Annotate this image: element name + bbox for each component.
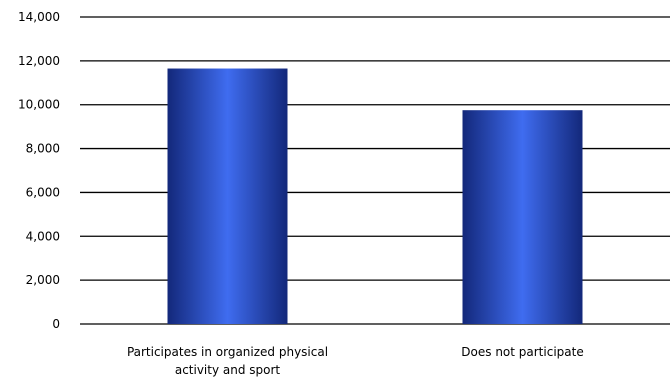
x-category-label: Does not participate <box>461 345 583 359</box>
y-tick-label: 6,000 <box>26 185 60 199</box>
y-tick-label: 10,000 <box>18 98 60 112</box>
bars <box>167 68 583 325</box>
x-category-label: Participates in organized physical activi… <box>127 345 328 377</box>
bar <box>462 110 583 324</box>
y-tick-label: 2,000 <box>26 273 60 287</box>
y-tick-label: 8,000 <box>26 142 60 156</box>
bar <box>167 68 288 325</box>
y-axis-tick-labels: 0 2,000 4,000 6,000 8,000 10,000 12,000 14,000 <box>18 10 60 331</box>
x-axis-category-labels: Participates in organized physical activi… <box>127 345 584 377</box>
y-tick-label: 12,000 <box>18 54 60 68</box>
y-tick-label: 0 <box>52 317 60 331</box>
y-tick-label: 4,000 <box>26 229 60 243</box>
y-tick-label: 14,000 <box>18 10 60 24</box>
